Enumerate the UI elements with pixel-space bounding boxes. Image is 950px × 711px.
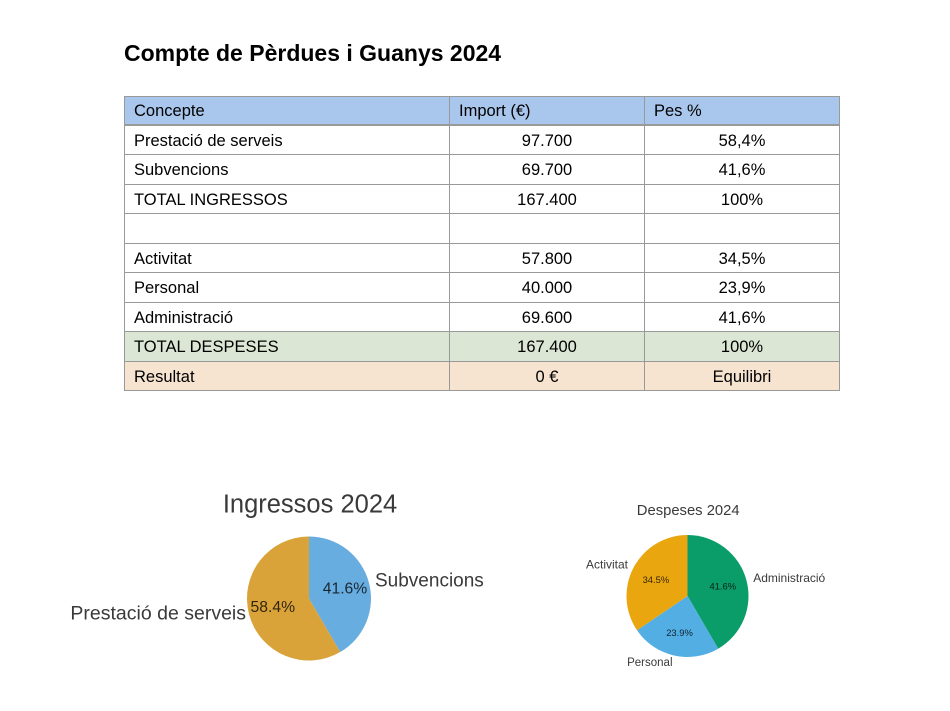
svg-text:Despeses 2024: Despeses 2024 (637, 503, 740, 519)
svg-text:41.6%: 41.6% (323, 580, 368, 597)
svg-text:Administració: Administració (753, 571, 825, 585)
svg-text:23.9%: 23.9% (666, 627, 693, 638)
svg-text:Prestació de serveis: Prestació de serveis (70, 602, 246, 624)
svg-text:Activitat: Activitat (586, 557, 629, 571)
svg-text:Subvencions: Subvencions (375, 571, 484, 592)
svg-text:Personal: Personal (627, 657, 672, 669)
svg-text:58.4%: 58.4% (251, 599, 296, 616)
svg-text:34.5%: 34.5% (643, 574, 670, 585)
svg-text:Ingressos 2024: Ingressos 2024 (223, 491, 397, 519)
svg-text:41.6%: 41.6% (710, 581, 737, 592)
